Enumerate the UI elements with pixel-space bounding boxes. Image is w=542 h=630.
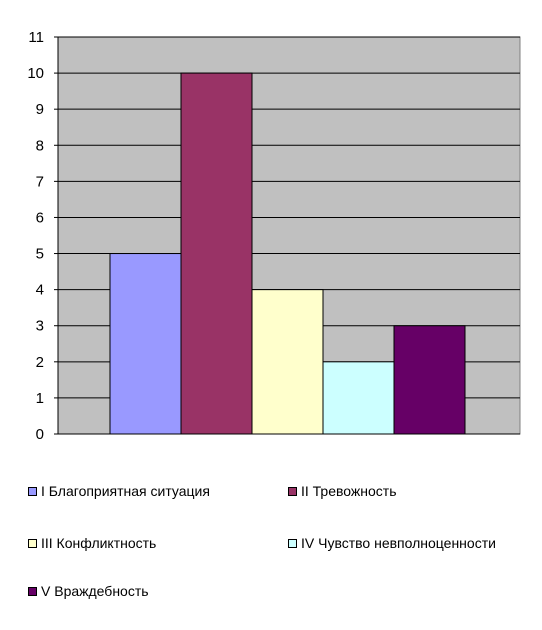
legend-label: III Конфликтность <box>41 535 157 551</box>
y-tick-label: 11 <box>28 29 44 46</box>
y-tick-label: 8 <box>36 137 44 154</box>
legend-swatch <box>288 538 297 548</box>
y-tick-label: 1 <box>36 390 44 407</box>
legend-label: V Враждебность <box>41 583 149 599</box>
bars <box>109 72 466 435</box>
y-tick-label: 4 <box>36 282 44 299</box>
y-tick-label: 3 <box>36 318 44 335</box>
bar-5 <box>393 325 466 435</box>
y-tick-label: 10 <box>27 65 44 82</box>
y-axis: 0 1 2 3 4 5 6 7 8 9 10 11 <box>27 29 520 443</box>
bar-3 <box>251 289 324 435</box>
y-tick-label: 2 <box>36 354 44 371</box>
legend-item: IV Чувство невполноценности <box>288 535 496 551</box>
legend-label: I Благоприятная ситуация <box>41 483 210 499</box>
y-tick-label: 7 <box>36 173 44 190</box>
legend-swatch <box>288 486 297 496</box>
legend-swatch <box>28 538 37 548</box>
legend-label: II Тревожность <box>301 483 397 499</box>
y-tick-label: 9 <box>36 101 44 118</box>
bar-4 <box>322 361 395 435</box>
legend-swatch <box>28 486 37 496</box>
legend-item: III Конфликтность <box>28 535 156 551</box>
legend-item: I Благоприятная ситуация <box>28 483 210 499</box>
y-tick-label: 0 <box>36 426 44 443</box>
legend-swatch <box>28 586 37 596</box>
legend-item: II Тревожность <box>288 483 397 499</box>
y-tick-label: 5 <box>36 246 44 263</box>
bar-2 <box>180 72 253 435</box>
legend-item: V Враждебность <box>28 583 149 599</box>
legend-label: IV Чувство невполноценности <box>301 535 496 551</box>
y-tick-label: 6 <box>36 209 44 226</box>
bar-1 <box>109 253 182 435</box>
